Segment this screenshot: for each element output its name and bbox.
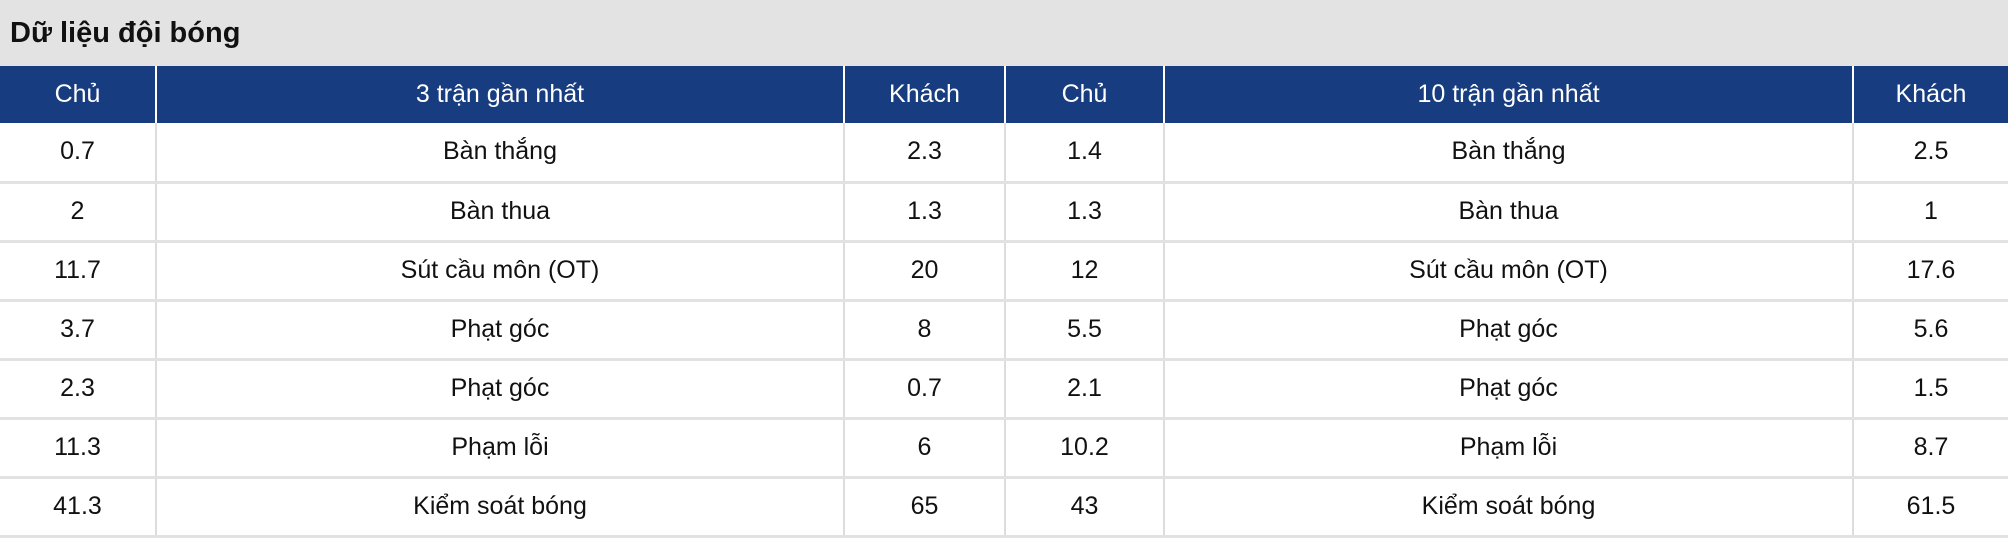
table-row: 0.7 Bàn thắng 2.3 1.4 Bàn thắng 2.5 [0,123,2008,184]
stat-value: 12 [1005,241,1165,302]
stat-value: 17.6 [1853,241,2008,302]
stat-label: Sút cầu môn (OT) [156,241,845,302]
stat-value: 1.3 [844,182,1006,243]
stat-value: 10.2 [1005,418,1165,479]
column-header: Chủ [1005,66,1165,123]
column-header: Khách [844,66,1006,123]
stat-value: 2 [0,182,157,243]
stat-label: Bàn thắng [156,123,845,184]
stat-label: Phạt góc [1164,300,1854,361]
stat-label: Bàn thua [1164,182,1854,243]
stat-value: 1.4 [1005,123,1165,184]
stat-label: Sút cầu môn (OT) [1164,241,1854,302]
stat-value: 1 [1853,182,2008,243]
stat-label: Phạt góc [156,300,845,361]
section-title: Dữ liệu đội bóng [0,0,2008,66]
stat-label: Kiểm soát bóng [156,477,845,538]
stat-label: Phạm lỗi [1164,418,1854,479]
stat-label: Phạm lỗi [156,418,845,479]
stat-value: 11.7 [0,241,157,302]
stat-value: 61.5 [1853,477,2008,538]
stat-value: 2.3 [0,359,157,420]
stat-value: 0.7 [0,123,157,184]
stat-label: Bàn thua [156,182,845,243]
stat-label: Kiểm soát bóng [1164,477,1854,538]
stat-value: 5.6 [1853,300,2008,361]
table-row: 11.3 Phạm lỗi 6 10.2 Phạm lỗi 8.7 [0,418,2008,479]
stat-value: 5.5 [1005,300,1165,361]
column-header: 10 trận gần nhất [1164,66,1854,123]
stat-label: Bàn thắng [1164,123,1854,184]
stat-value: 3.7 [0,300,157,361]
table-row: 41.3 Kiểm soát bóng 65 43 Kiểm soát bóng 61.5 [0,477,2008,538]
stat-value: 43 [1005,477,1165,538]
stat-value: 1.5 [1853,359,2008,420]
stat-value: 41.3 [0,477,157,538]
stat-value: 0.7 [844,359,1006,420]
column-header: 3 trận gần nhất [156,66,845,123]
stat-value: 2.1 [1005,359,1165,420]
column-header: Chủ [0,66,157,123]
stat-value: 65 [844,477,1006,538]
stat-value: 1.3 [1005,182,1165,243]
stat-value: 6 [844,418,1006,479]
stat-value: 2.3 [844,123,1006,184]
table-row: 11.7 Sút cầu môn (OT) 20 12 Sút cầu môn (OT)… [0,241,2008,302]
stat-value: 11.3 [0,418,157,479]
table-row: 2.3 Phạt góc 0.7 2.1 Phạt góc 1.5 [0,359,2008,420]
team-stats-table: Chủ 3 trận gần nhất Khách Chủ 10 trận gần nh… [0,66,2008,538]
stat-value: 20 [844,241,1006,302]
stat-label: Phạt góc [1164,359,1854,420]
table-row: 3.7 Phạt góc 8 5.5 Phạt góc 5.6 [0,300,2008,361]
stat-value: 8.7 [1853,418,2008,479]
column-header: Khách [1853,66,2008,123]
stat-value: 8 [844,300,1006,361]
stat-label: Phạt góc [156,359,845,420]
table-row: 2 Bàn thua 1.3 1.3 Bàn thua 1 [0,182,2008,243]
header-row: Chủ 3 trận gần nhất Khách Chủ 10 trận gần nh… [0,66,2008,123]
stat-value: 2.5 [1853,123,2008,184]
